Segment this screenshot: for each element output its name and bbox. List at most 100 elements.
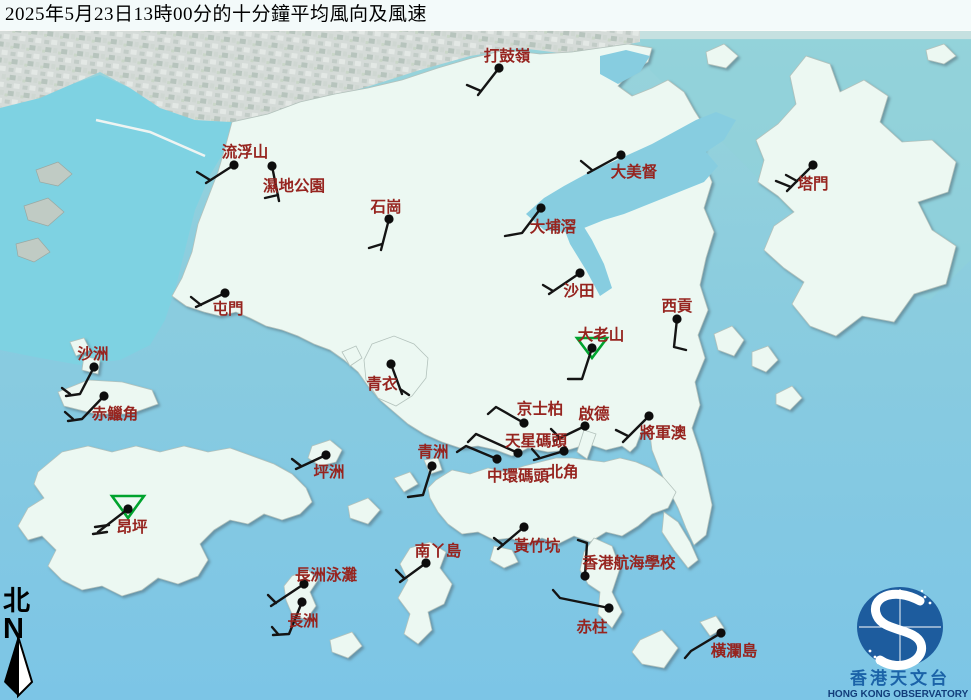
- wind-barb: [549, 427, 562, 440]
- wind-barb: [406, 464, 434, 499]
- title-bar: 2025年5月23日13時00分的十分鐘平均風向及風速: [0, 0, 971, 31]
- station-黃竹坑: 黃竹坑: [492, 522, 561, 555]
- wind-barb: [579, 159, 594, 172]
- station-label: 大埔滘: [530, 217, 577, 236]
- station-label: 石崗: [369, 197, 401, 216]
- wind-barb: [530, 447, 541, 459]
- station-dot: [99, 391, 109, 401]
- north-kite-left: [4, 636, 18, 696]
- station-dot: [808, 160, 818, 170]
- station-濕地公園: 濕地公園: [263, 161, 325, 203]
- station-label: 塔門: [797, 174, 828, 193]
- station-label: 中環碼頭: [487, 466, 550, 485]
- station-長洲泳灘: 長洲泳灘: [266, 565, 357, 608]
- station-dot: [386, 359, 396, 369]
- wind-barb: [290, 457, 303, 468]
- station-dot: [494, 63, 504, 73]
- station-label: 青衣: [366, 374, 398, 393]
- wind-barb: [367, 242, 384, 250]
- wind-barb: [466, 432, 520, 455]
- station-label: 大美督: [611, 162, 658, 181]
- station-label: 濕地公園: [263, 176, 325, 195]
- wind-barb: [503, 206, 543, 238]
- station-流浮山: 流浮山: [195, 142, 268, 185]
- hko-logo-swirl: [871, 589, 927, 670]
- station-塔門: 塔門: [774, 160, 829, 193]
- wind-barb: [672, 317, 688, 352]
- station-dot: [536, 203, 546, 213]
- hko-logo-halftone: [868, 589, 932, 665]
- wind-barb: [266, 593, 278, 605]
- wind-barb: [93, 523, 111, 529]
- station-dot: [580, 571, 590, 581]
- wind-barb: [566, 346, 594, 381]
- station-沙洲: 沙洲: [60, 345, 109, 398]
- station-dot: [123, 504, 133, 514]
- hko-logo-name-en: HONG KONG OBSERVATORY: [828, 689, 969, 700]
- north-arrow: 北 N: [3, 586, 34, 699]
- station-label: 黃竹坑: [513, 536, 561, 555]
- station-天星碼頭: 天星碼頭: [466, 432, 567, 458]
- station-南丫島: 南丫島: [394, 541, 462, 584]
- station-label: 赤鱲角: [92, 404, 139, 423]
- station-label: 赤柱: [576, 617, 608, 636]
- station-dot: [89, 362, 99, 372]
- station-label: 坪洲: [313, 463, 344, 481]
- station-打鼓嶺: 打鼓嶺: [465, 46, 531, 97]
- wind-barb: [683, 631, 723, 660]
- wind-barb: [66, 394, 106, 423]
- station-dot: [575, 268, 585, 278]
- wind-barb: [547, 271, 582, 296]
- wind-barb: [784, 173, 799, 183]
- station-label: 屯門: [212, 299, 243, 318]
- hko-logo: 香港天文台 HONG KONG OBSERVATORY: [828, 587, 969, 700]
- wind-barb: [774, 179, 793, 189]
- station-label: 沙田: [563, 282, 594, 300]
- bridge-line: [95, 118, 206, 158]
- station-屯門: 屯門: [189, 288, 244, 318]
- station-啟德: 啟德: [549, 404, 610, 443]
- station-dot: [644, 411, 654, 421]
- station-大老山: 大老山: [566, 325, 625, 381]
- wind-barb: [614, 428, 630, 438]
- station-label: 打鼓嶺: [484, 46, 531, 65]
- station-dot: [492, 454, 502, 464]
- station-中環碼頭: 中環碼頭: [455, 444, 550, 485]
- station-北角: 北角: [530, 446, 579, 481]
- station-label: 青洲: [417, 442, 448, 461]
- station-青洲: 青洲: [406, 442, 449, 499]
- wind-barb: [621, 414, 651, 444]
- station-label: 橫瀾島: [711, 641, 758, 660]
- wind-barb: [586, 153, 623, 175]
- wind-barb: [465, 83, 483, 93]
- station-dot: [716, 628, 726, 638]
- station-大埔滘: 大埔滘: [503, 203, 577, 238]
- deep-bay-water: [0, 75, 235, 365]
- station-dot: [297, 597, 307, 607]
- station-label: 南丫島: [415, 541, 462, 560]
- station-label: 昂坪: [116, 518, 148, 536]
- station-dot: [267, 161, 277, 171]
- wind-barb: [64, 365, 96, 398]
- station-西貢: 西貢: [661, 297, 693, 352]
- station-石崗: 石崗: [367, 197, 402, 252]
- stations-layer: 打鼓嶺流浮山濕地公園石崗 大美督塔門大埔滘沙田西貢 屯門沙洲赤鱲角 青衣 大老山京士柏啟…: [60, 46, 829, 660]
- station-label: 啟德: [578, 404, 610, 423]
- station-赤柱: 赤柱: [551, 588, 614, 636]
- station-京士柏: 京士柏: [486, 399, 563, 428]
- station-dot: [513, 448, 523, 458]
- map-title: 2025年5月23日13時00分的十分鐘平均風向及風速: [5, 4, 428, 25]
- hko-logo-name-cn: 香港天文台: [850, 668, 950, 688]
- station-dot: [321, 450, 331, 460]
- station-label: 大老山: [578, 325, 625, 344]
- station-dot: [421, 558, 431, 568]
- station-dot: [604, 603, 614, 613]
- shenzhen-area: [0, 30, 971, 122]
- wind-barb: [394, 568, 406, 580]
- station-dot: [559, 446, 569, 456]
- station-label: 香港航海學校: [582, 553, 676, 572]
- gust-triangle: [574, 336, 610, 361]
- station-dot: [299, 579, 309, 589]
